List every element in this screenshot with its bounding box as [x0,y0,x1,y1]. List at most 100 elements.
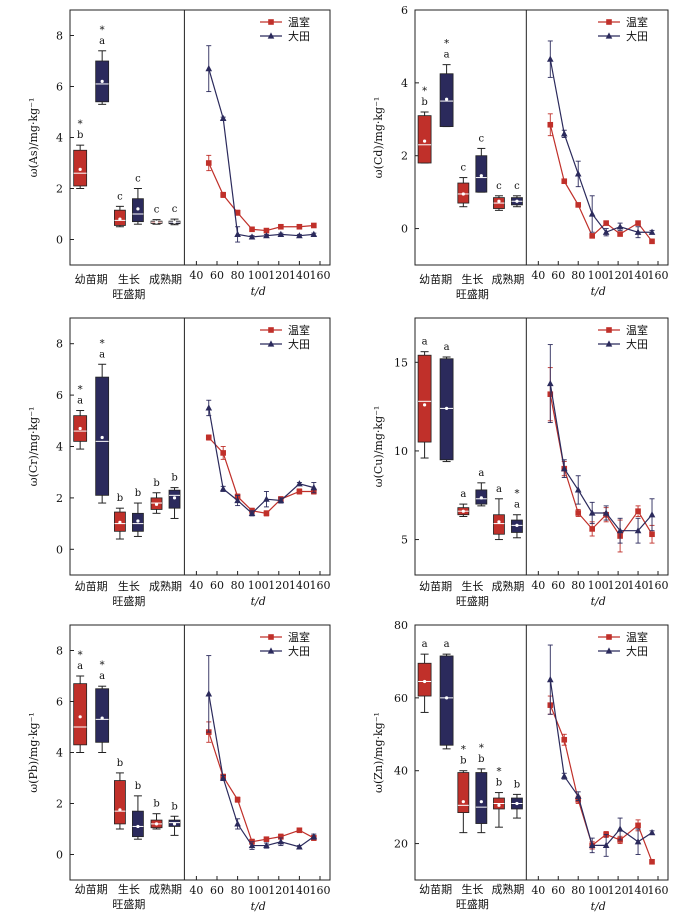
data-point [560,772,568,779]
box-greenhouse: b* [73,119,88,189]
legend-label: 大田 [288,337,310,351]
box-greenhouse: c [114,191,126,228]
plot-frame [414,317,669,576]
x-tick-label: 140 [289,269,310,282]
category-label: 生长 [461,579,483,593]
plot-frame [69,624,331,881]
significance-label: b [77,130,83,141]
category-label: 旺盛期 [112,897,145,911]
legend-label: 大田 [626,29,648,43]
x-tick-label: 160 [648,269,669,282]
box-body [475,772,488,824]
y-tick-label: 15 [394,356,408,369]
data-point [234,820,241,827]
data-point [310,484,318,491]
data-point [219,774,227,781]
significance-label: * [78,119,83,130]
significance-label: a [444,639,450,650]
data-point [547,121,554,128]
legend-label: 大田 [288,644,310,658]
box-greenhouse: b [150,478,163,514]
box-mean [136,519,140,523]
data-point [263,841,270,849]
x-tick-label: 100 [588,269,609,282]
data-point [205,65,213,72]
y-tick-label: 8 [56,30,63,43]
x-tick-label: 80 [571,884,585,897]
x-axis-label: t/d [251,595,266,608]
data-point [277,838,285,845]
y-tick-label: 60 [394,692,408,705]
box-field: c [475,133,488,193]
data-point [263,510,270,517]
series-line [208,437,314,514]
category-label: 成熟期 [491,272,524,286]
line-series-greenhouse [205,154,317,234]
data-point [560,465,568,472]
significance-label: * [479,743,484,754]
category-label: 幼苗期 [419,580,452,593]
data-point [220,450,226,456]
data-point [205,690,213,697]
data-point [634,228,642,235]
legend-marker [268,19,274,25]
box-mean [479,800,483,804]
box-greenhouse: a [493,484,505,541]
box-greenhouse: c [457,163,470,208]
category-label: 生长 [118,882,140,896]
box-body [439,655,454,746]
legend-marker [267,32,275,39]
box-field: b [132,488,144,537]
line-series-field [205,399,318,517]
box-greenhouse: b [150,799,163,830]
data-point [248,233,256,240]
box-field: c [511,181,523,208]
y-tick-label: 2 [401,150,408,163]
x-tick-label: 60 [551,269,565,282]
data-point [589,526,595,532]
line-series-field [546,40,656,239]
data-point [649,858,655,865]
box-mean [461,192,465,196]
data-point [219,114,227,121]
box-mean [100,716,104,720]
x-tick-label: 80 [231,579,245,592]
significance-label: * [78,650,83,661]
y-tick-label: 4 [56,132,63,145]
x-tick-label: 60 [210,269,224,282]
y-tick-label: 6 [401,4,408,17]
significance-label: b [171,473,177,484]
y-tick-label: 4 [56,441,63,454]
y-tick-label: 4 [56,747,63,760]
category-label: 成熟期 [491,579,524,593]
box-mean [118,808,122,812]
data-point [248,841,256,849]
x-tick-label: 40 [531,884,545,897]
x-axis-label: t/d [591,595,606,608]
data-point [588,841,596,848]
x-tick-label: 160 [648,579,669,592]
legend-label: 温室 [626,630,648,644]
box-field: a* [95,338,110,504]
data-point [205,404,213,411]
y-axis-label: ω(As)/mg·kg⁻¹ [27,98,40,178]
significance-label: a [99,349,105,360]
y-tick-label: 2 [56,798,63,811]
data-point [602,228,610,235]
box-mean [515,801,519,806]
data-point [277,230,285,237]
box-mean [100,79,104,83]
x-tick-label: 160 [648,884,669,897]
x-axis-label: t/d [251,285,266,298]
box-body [417,662,432,697]
significance-label: * [461,745,466,756]
box-greenhouse: a [417,337,432,459]
category-label: 旺盛期 [456,594,489,608]
y-tick-label: 40 [394,765,408,778]
category-label: 幼苗期 [419,273,452,286]
x-tick-label: 140 [628,269,649,282]
x-tick-label: 60 [551,884,565,897]
series-line [549,124,653,242]
